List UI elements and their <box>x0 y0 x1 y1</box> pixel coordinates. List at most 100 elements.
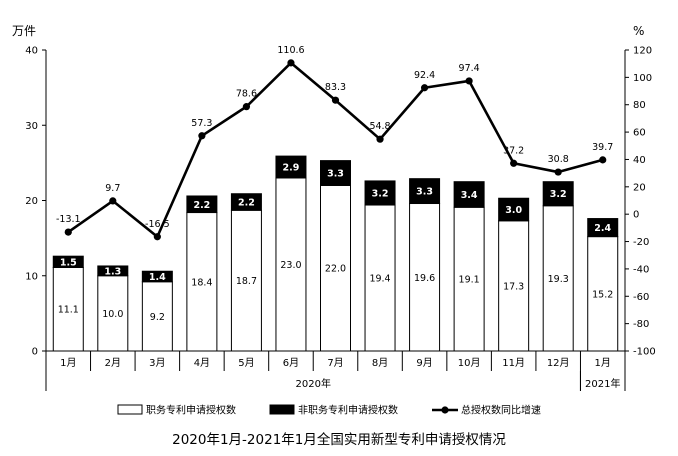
data-label-non-service-patent: 2.9 <box>283 163 300 174</box>
right-tick-label: -100 <box>633 347 656 358</box>
bar-service-patent <box>97 275 129 352</box>
growth-data-label: 92.4 <box>414 70 435 81</box>
bar-non-service-patent <box>364 180 396 206</box>
bar-service-patent <box>364 204 396 352</box>
year-group-label: 2020年 <box>296 377 331 390</box>
growth-data-label: 78.6 <box>236 89 257 100</box>
growth-point <box>64 228 72 236</box>
growth-data-label: 30.8 <box>548 154 569 165</box>
data-label-non-service-patent: 3.3 <box>416 187 433 198</box>
growth-point <box>465 77 473 85</box>
data-label-non-service-patent: 3.4 <box>461 190 478 201</box>
x-tick-label: 5月 <box>238 357 254 369</box>
bar-non-service-patent <box>409 178 441 205</box>
left-tick-label: 40 <box>25 46 38 57</box>
data-label-non-service-patent: 3.2 <box>550 189 567 200</box>
growth-point <box>510 159 518 167</box>
legend-swatch-growth-dot <box>441 406 449 414</box>
data-label-non-service-patent: 3.3 <box>327 169 344 180</box>
data-label-non-service-patent: 1.3 <box>104 266 121 277</box>
left-tick-label: 0 <box>32 347 38 358</box>
data-label-service-patent: 23.0 <box>280 260 301 271</box>
bar-non-service-patent <box>453 181 485 208</box>
bar-non-service-patent <box>587 218 619 238</box>
x-tick-label: 1月 <box>595 357 611 369</box>
bar-non-service-patent <box>542 181 574 207</box>
data-label-service-patent: 17.3 <box>503 281 524 292</box>
growth-point <box>599 156 607 164</box>
data-label-service-patent: 18.4 <box>191 277 212 288</box>
bar-service-patent <box>542 205 574 352</box>
left-tick-label: 10 <box>25 271 38 282</box>
x-tick-label: 6月 <box>283 357 299 369</box>
right-tick-label: 0 <box>633 210 639 221</box>
right-tick-label: -40 <box>633 264 649 275</box>
bar-service-patent <box>275 177 307 352</box>
right-tick-label: -80 <box>633 319 649 330</box>
data-label-service-patent: 22.0 <box>325 264 346 275</box>
data-label-service-patent: 11.1 <box>58 305 79 316</box>
legend-label-non-service-patent: 非职务专利申请授权数 <box>298 404 398 417</box>
right-tick-label: 80 <box>633 100 646 111</box>
axes: 0 10 20 30 40 -100 -80 -60 -40 -20 0 20 40 60 80 100 120… <box>25 46 656 391</box>
bar-service-patent <box>409 203 441 352</box>
right-tick-label: -60 <box>633 292 649 303</box>
growth-point <box>153 233 161 241</box>
x-tick-label: 3月 <box>149 357 165 369</box>
data-label-service-patent: 9.2 <box>150 312 165 323</box>
growth-point <box>109 197 117 205</box>
growth-data-label: 97.4 <box>459 63 480 74</box>
bars: 11.1 1.5 10.0 1.3 9.2 1.4 18.4 2.2 18.7 2.2 23.0 2.… <box>52 155 619 352</box>
data-label-service-patent: 19.6 <box>414 273 435 284</box>
growth-data-label: 9.7 <box>105 183 120 194</box>
growth-data-label: 39.7 <box>592 142 613 153</box>
bar-non-service-patent <box>320 160 351 186</box>
x-tick-label: 12月 <box>547 357 570 369</box>
growth-data-label: 37.2 <box>503 145 524 156</box>
x-tick-label: 8月 <box>372 357 388 369</box>
bar-service-patent <box>230 209 262 352</box>
data-label-service-patent: 19.4 <box>369 274 390 285</box>
year-group-label: 2021年 <box>585 377 620 390</box>
data-label-service-patent: 19.1 <box>459 275 480 286</box>
data-label-non-service-patent: 1.4 <box>149 272 166 283</box>
growth-point <box>376 135 384 143</box>
data-label-non-service-patent: 3.0 <box>505 205 522 216</box>
x-tick-label: 9月 <box>416 357 432 369</box>
right-axis-unit: % <box>633 24 644 38</box>
growth-point <box>198 132 206 140</box>
growth-data-label: -16.5 <box>145 219 170 230</box>
x-tick-label: 10月 <box>458 357 481 369</box>
x-tick-label: 2月 <box>105 357 121 369</box>
data-label-non-service-patent: 2.2 <box>193 200 210 211</box>
legend-label-growth: 总授权数同比增速 <box>461 404 541 417</box>
legend: 职务专利申请授权数 非职务专利申请授权数 总授权数同比增速 <box>117 404 541 417</box>
bar-non-service-patent <box>141 270 173 283</box>
x-tick-label: 11月 <box>502 357 525 369</box>
growth-data-label: 57.3 <box>191 118 212 129</box>
bar-non-service-patent <box>186 195 218 214</box>
left-tick-label: 20 <box>25 196 38 207</box>
data-label-non-service-patent: 1.5 <box>60 257 77 268</box>
legend-label-service-patent: 职务专利申请授权数 <box>146 404 236 417</box>
right-tick-label: -20 <box>633 237 649 248</box>
growth-point <box>331 96 340 104</box>
data-label-non-service-patent: 2.4 <box>594 223 611 234</box>
bar-non-service-patent <box>275 155 307 179</box>
data-label-service-patent: 15.2 <box>592 289 613 300</box>
bar-non-service-patent <box>52 255 84 268</box>
growth-point <box>420 84 429 92</box>
x-tick-label: 1月 <box>60 357 76 369</box>
data-label-service-patent: 19.3 <box>548 274 569 285</box>
chart-title: 2020年1月-2021年1月全国实用新型专利申请授权情况 <box>172 431 506 448</box>
right-tick-label: 60 <box>633 128 646 139</box>
right-tick-label: 40 <box>633 155 646 166</box>
data-label-non-service-patent: 3.2 <box>372 188 389 199</box>
right-tick-label: 120 <box>633 46 652 57</box>
legend-swatch-non-service-patent <box>269 404 295 415</box>
growth-data-label: -13.1 <box>56 214 81 225</box>
right-tick-label: 100 <box>633 73 652 84</box>
legend-swatch-service-patent <box>117 404 143 415</box>
x-tick-label: 4月 <box>194 357 210 369</box>
